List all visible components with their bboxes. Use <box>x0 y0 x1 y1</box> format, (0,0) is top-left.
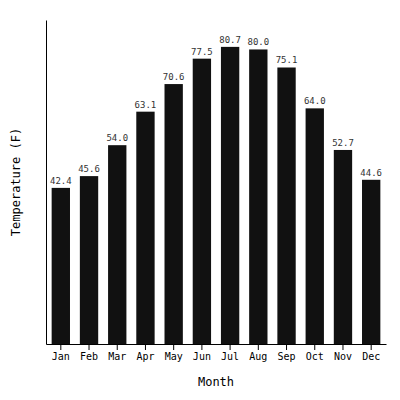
x-tick: Dec <box>362 344 380 362</box>
bar <box>52 188 70 344</box>
data-label: 75.1 <box>276 55 298 65</box>
bar <box>165 84 183 344</box>
x-tick-mark <box>342 344 343 350</box>
data-label: 77.5 <box>191 47 213 57</box>
x-tick-label: May <box>165 351 183 362</box>
x-tick-label: Mar <box>108 351 126 362</box>
bar <box>193 59 211 344</box>
chart: Jan Feb Mar Apr May Jun Jul Aug Sep Oct Nov Dec 42.4… <box>0 0 400 400</box>
x-tick-label: Sep <box>278 351 296 362</box>
x-tick-mark <box>286 344 287 350</box>
x-tick: Sep <box>278 344 296 362</box>
x-axis-title: Month <box>198 375 234 389</box>
bar <box>362 180 380 344</box>
bar <box>80 176 98 344</box>
x-tick: Feb <box>80 344 98 362</box>
data-label: 70.6 <box>163 72 185 82</box>
x-tick-label: Apr <box>136 351 154 362</box>
bar <box>108 145 126 344</box>
x-tick: Apr <box>136 344 154 362</box>
bars <box>52 47 381 344</box>
x-tick-mark <box>201 344 202 350</box>
x-tick-label: Jul <box>221 351 239 362</box>
x-axis-line <box>47 344 387 345</box>
plot: Jan Feb Mar Apr May Jun Jul Aug Sep Oct Nov Dec 42.4… <box>47 21 387 363</box>
x-tick-mark <box>173 344 174 350</box>
bar <box>136 112 154 344</box>
data-label: 80.7 <box>219 35 241 45</box>
x-tick-mark <box>89 344 90 350</box>
x-tick: Mar <box>108 344 126 362</box>
x-tick-label: Dec <box>362 351 380 362</box>
bar <box>249 49 267 344</box>
x-tick-mark <box>145 344 146 350</box>
bar <box>221 47 239 344</box>
bar <box>306 108 324 344</box>
x-tick: Nov <box>334 344 352 362</box>
x-tick-mark <box>117 344 118 350</box>
data-label: 42.4 <box>50 176 72 186</box>
x-tick-mark <box>314 344 315 350</box>
x-tick-mark <box>371 344 372 350</box>
data-label: 45.6 <box>78 164 100 174</box>
data-labels: 42.4 45.6 54.0 63.1 70.6 77.5 80.7 80.0 75.1 64.0… <box>50 35 382 186</box>
x-axis: Jan Feb Mar Apr May Jun Jul Aug Sep Oct Nov Dec <box>47 344 387 362</box>
x-tick-mark <box>258 344 259 350</box>
x-tick: Oct <box>306 344 324 362</box>
x-tick: Jul <box>221 344 239 362</box>
data-label: 52.7 <box>332 138 354 148</box>
x-tick-label: Nov <box>334 351 352 362</box>
x-tick: May <box>165 344 183 362</box>
data-label: 44.6 <box>360 168 382 178</box>
x-tick: Jan <box>52 344 70 362</box>
y-axis <box>46 21 47 345</box>
bar <box>277 67 295 344</box>
data-label: 63.1 <box>135 100 157 110</box>
data-label: 54.0 <box>106 133 128 143</box>
bar <box>334 150 352 344</box>
x-tick-label: Jun <box>193 351 211 362</box>
data-label: 64.0 <box>304 96 326 106</box>
x-tick-label: Aug <box>249 351 267 362</box>
x-tick-mark <box>230 344 231 350</box>
y-axis-title: Temperature (F) <box>9 128 23 236</box>
data-label: 80.0 <box>247 37 269 47</box>
x-tick: Jun <box>193 344 211 362</box>
x-tick-mark <box>60 344 61 350</box>
x-tick-label: Jan <box>52 351 70 362</box>
x-tick-label: Feb <box>80 351 98 362</box>
x-tick-label: Oct <box>306 351 324 362</box>
y-axis-line <box>46 21 47 345</box>
x-tick: Aug <box>249 344 267 362</box>
